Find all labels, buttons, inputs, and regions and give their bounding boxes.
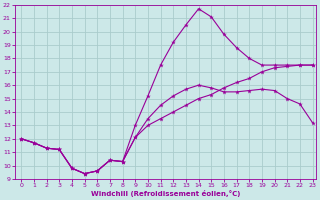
X-axis label: Windchill (Refroidissement éolien,°C): Windchill (Refroidissement éolien,°C) — [91, 190, 240, 197]
